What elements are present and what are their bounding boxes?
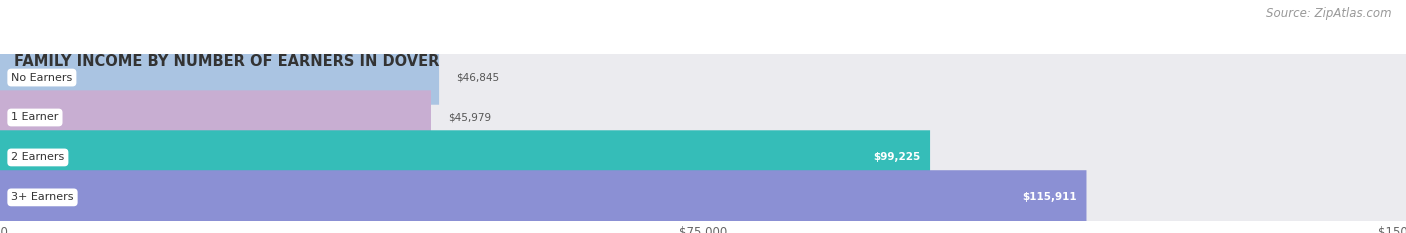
FancyBboxPatch shape	[0, 90, 432, 145]
Text: FAMILY INCOME BY NUMBER OF EARNERS IN DOVER: FAMILY INCOME BY NUMBER OF EARNERS IN DO…	[14, 54, 440, 69]
FancyBboxPatch shape	[0, 130, 931, 185]
Text: $46,845: $46,845	[456, 72, 499, 82]
Text: $45,979: $45,979	[449, 113, 491, 123]
FancyBboxPatch shape	[0, 130, 1406, 185]
Text: $115,911: $115,911	[1022, 192, 1077, 202]
Text: No Earners: No Earners	[11, 72, 73, 82]
Text: Source: ZipAtlas.com: Source: ZipAtlas.com	[1267, 7, 1392, 20]
FancyBboxPatch shape	[0, 170, 1087, 225]
FancyBboxPatch shape	[0, 50, 439, 105]
FancyBboxPatch shape	[0, 90, 1406, 145]
Text: 1 Earner: 1 Earner	[11, 113, 59, 123]
Text: $99,225: $99,225	[873, 152, 921, 162]
FancyBboxPatch shape	[0, 170, 1406, 225]
FancyBboxPatch shape	[0, 50, 1406, 105]
Text: 3+ Earners: 3+ Earners	[11, 192, 73, 202]
Text: 2 Earners: 2 Earners	[11, 152, 65, 162]
